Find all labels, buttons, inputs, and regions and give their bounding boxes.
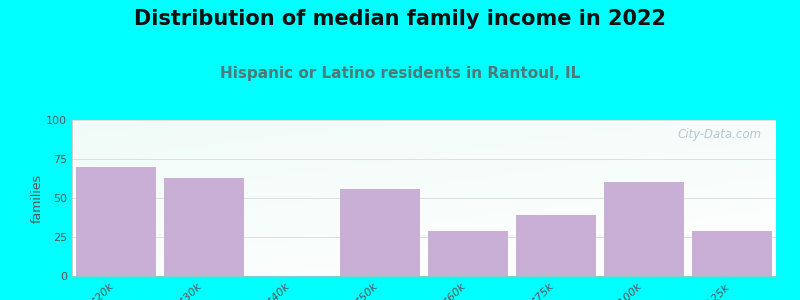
Text: Hispanic or Latino residents in Rantoul, IL: Hispanic or Latino residents in Rantoul,… [220, 66, 580, 81]
Bar [341, 189, 419, 276]
Bar [77, 167, 156, 276]
Bar [605, 182, 683, 276]
Bar [517, 215, 595, 276]
Bar [429, 231, 508, 276]
Y-axis label: families: families [30, 173, 43, 223]
Text: Distribution of median family income in 2022: Distribution of median family income in … [134, 9, 666, 29]
Bar [165, 178, 244, 276]
Bar [692, 231, 771, 276]
Text: City-Data.com: City-Data.com [678, 128, 762, 141]
